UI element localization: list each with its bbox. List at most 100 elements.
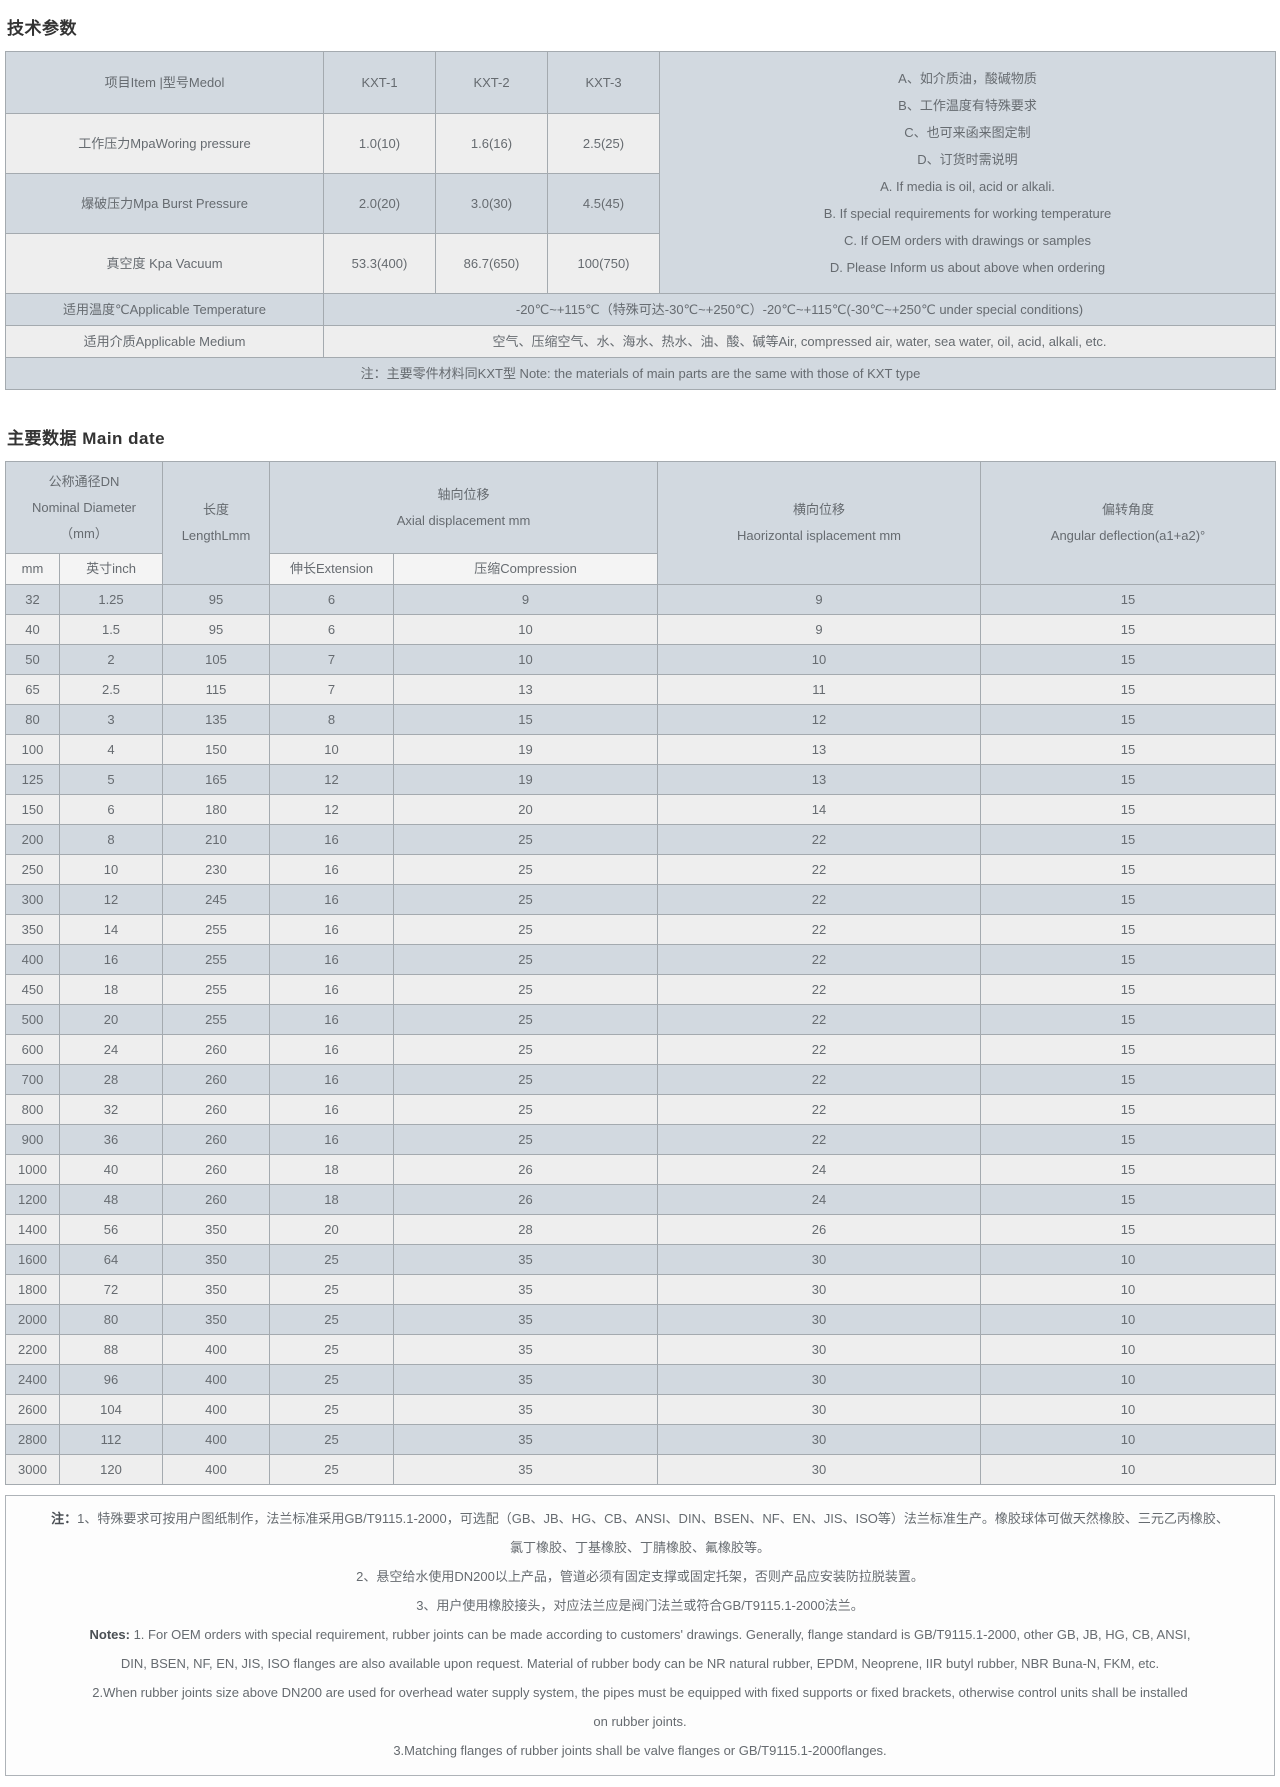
cell: 64 <box>58 1244 164 1275</box>
cell: 88 <box>58 1334 164 1365</box>
cell: 800 <box>5 1094 60 1125</box>
cell: 200 <box>5 824 60 855</box>
cell: 15 <box>980 794 1277 825</box>
table-row: 700 28 260 16 25 22 15 <box>5 1064 1277 1095</box>
cell: 15 <box>980 1094 1277 1125</box>
cell: 255 <box>162 914 271 945</box>
note-line: Notes: 1. For OEM orders with special re… <box>89 1627 1191 1642</box>
table-row: 400 16 255 16 25 22 15 <box>5 944 1277 975</box>
main-table-body: 32 1.25 95 6 9 9 15 40 1.5 95 6 10 9 15 50 2 105 7 10 10 15 6… <box>5 584 1277 1485</box>
main-data-title: 主要数据 Main date <box>7 429 166 448</box>
cell: 9 <box>393 584 659 615</box>
cell: 16 <box>269 1124 395 1155</box>
cell: 15 <box>980 764 1277 795</box>
cell: 255 <box>162 944 271 975</box>
table-row: 800 32 260 16 25 22 15 <box>5 1094 1277 1125</box>
cell: 245 <box>162 884 271 915</box>
cell: 300 <box>5 884 60 915</box>
cell: 15 <box>980 884 1277 915</box>
cell: 450 <box>5 974 60 1005</box>
cell: 400 <box>5 944 60 975</box>
cell: 15 <box>980 584 1277 615</box>
working-pressure-label: 工作压力MpaWoring pressure <box>5 113 324 174</box>
working-pressure-kxt2: 1.6(16) <box>435 113 548 174</box>
table-row: 2400 96 400 25 35 30 10 <box>5 1364 1277 1395</box>
cell: 15 <box>980 674 1277 705</box>
cell: 15 <box>980 614 1277 645</box>
applicable-temperature-value: -20℃~+115℃（特殊可达-30℃~+250℃）-20℃~+115℃(-30… <box>323 293 1276 326</box>
cell: 15 <box>980 734 1277 765</box>
cell: 7 <box>269 674 395 705</box>
horizontal-en: Haorizontal isplacement mm <box>737 528 902 543</box>
cell: 12 <box>269 764 395 795</box>
cell: 50 <box>5 644 60 675</box>
applicable-medium-value: 空气、压缩空气、水、海水、热水、油、酸、碱等Air, compressed ai… <box>323 325 1276 358</box>
tech-params-table: 项目Item |型号Medol KXT-1 KXT-2 KXT-3 A、如介质油… <box>5 51 1276 390</box>
cell: 15 <box>980 1064 1277 1095</box>
model-kxt3-header: KXT-3 <box>547 51 660 114</box>
table-row: 32 1.25 95 6 9 9 15 <box>5 584 1277 615</box>
cell: 255 <box>162 974 271 1005</box>
applicable-medium-row: 适用介质Applicable Medium 空气、压缩空气、水、海水、热水、油、… <box>5 325 1276 358</box>
cell: 35 <box>393 1244 659 1275</box>
cell: 35 <box>393 1274 659 1305</box>
cell: 40 <box>5 614 60 645</box>
cell: 95 <box>162 584 271 615</box>
table-row: 1800 72 350 25 35 30 10 <box>5 1274 1277 1305</box>
cell: 24 <box>58 1034 164 1065</box>
cell: 35 <box>393 1454 659 1485</box>
table-row: 50 2 105 7 10 10 15 <box>5 644 1277 675</box>
cell: 30 <box>657 1334 982 1365</box>
subheader-compression: 压缩Compression <box>393 553 659 585</box>
cell: 13 <box>657 734 982 765</box>
cell: 26 <box>657 1214 982 1245</box>
cell: 2 <box>58 644 164 675</box>
table-row: 40 1.5 95 6 10 9 15 <box>5 614 1277 645</box>
note-line: DIN, BSEN, NF, EN, JIS, ISO flanges are … <box>120 1656 1160 1671</box>
cell: 12 <box>269 794 395 825</box>
cell: 25 <box>393 1004 659 1035</box>
working-pressure-kxt1: 1.0(10) <box>323 113 436 174</box>
side-note-line: B. If special requirements for working t… <box>823 205 1112 221</box>
cell: 260 <box>162 1154 271 1185</box>
table-row: 600 24 260 16 25 22 15 <box>5 1034 1277 1065</box>
cell: 56 <box>58 1214 164 1245</box>
applicable-temperature-row: 适用温度℃Applicable Temperature -20℃~+115℃（特… <box>5 293 1276 326</box>
notes-box: 注：1、特殊要求可按用户图纸制作，法兰标准采用GB/T9115.1-2000，可… <box>5 1495 1275 1776</box>
cell: 25 <box>393 884 659 915</box>
cell: 25 <box>393 1064 659 1095</box>
cell: 36 <box>58 1124 164 1155</box>
table-row: 65 2.5 115 7 13 11 15 <box>5 674 1277 705</box>
cell: 5 <box>58 764 164 795</box>
cell: 10 <box>58 854 164 885</box>
cell: 28 <box>58 1064 164 1095</box>
cell: 18 <box>58 974 164 1005</box>
cell: 35 <box>393 1394 659 1425</box>
cell: 2800 <box>5 1424 60 1455</box>
cell: 16 <box>269 1034 395 1065</box>
cell: 10 <box>657 644 982 675</box>
cell: 25 <box>393 1094 659 1125</box>
cell: 1600 <box>5 1244 60 1275</box>
cell: 100 <box>5 734 60 765</box>
cell: 13 <box>393 674 659 705</box>
axial-displacement-header: 轴向位移 Axial displacement mm <box>269 461 659 554</box>
cell: 15 <box>980 704 1277 735</box>
side-note-line: D、订货时需说明 <box>917 151 1018 167</box>
angular-deflection-header: 偏转角度 Angular deflection(a1+a2)° <box>980 461 1277 585</box>
cell: 135 <box>162 704 271 735</box>
table-row: 2000 80 350 25 35 30 10 <box>5 1304 1277 1335</box>
cell: 19 <box>393 764 659 795</box>
tech-item-model-label: 项目Item |型号Medol <box>5 51 324 114</box>
cell: 25 <box>393 854 659 885</box>
cell: 600 <box>5 1034 60 1065</box>
cell: 3 <box>58 704 164 735</box>
cell: 11 <box>657 674 982 705</box>
cell: 10 <box>980 1394 1277 1425</box>
cell: 10 <box>980 1424 1277 1455</box>
cell: 18 <box>269 1154 395 1185</box>
applicable-temperature-label: 适用温度℃Applicable Temperature <box>5 293 324 326</box>
tech-footnote: 注：主要零件材料同KXT型 Note: the materials of mai… <box>5 357 1276 390</box>
cell: 22 <box>657 854 982 885</box>
